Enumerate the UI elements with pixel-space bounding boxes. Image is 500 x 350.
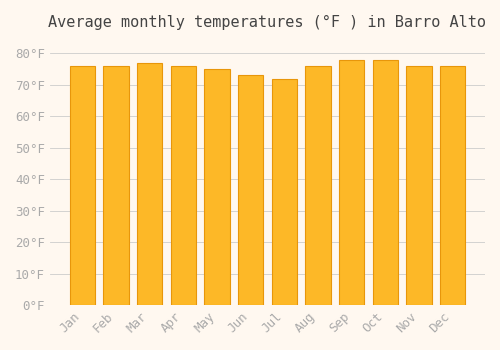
Bar [137,63,162,305]
Bar [306,66,330,305]
Bar [170,66,196,305]
Bar [238,76,263,305]
Bar [440,66,465,305]
Bar [204,69,230,305]
Bar [70,66,95,305]
Bar [272,79,297,305]
Bar [339,60,364,305]
Bar [372,60,398,305]
Title: Average monthly temperatures (°F ) in Barro Alto: Average monthly temperatures (°F ) in Ba… [48,15,486,30]
Bar [406,66,432,305]
Bar [104,66,128,305]
